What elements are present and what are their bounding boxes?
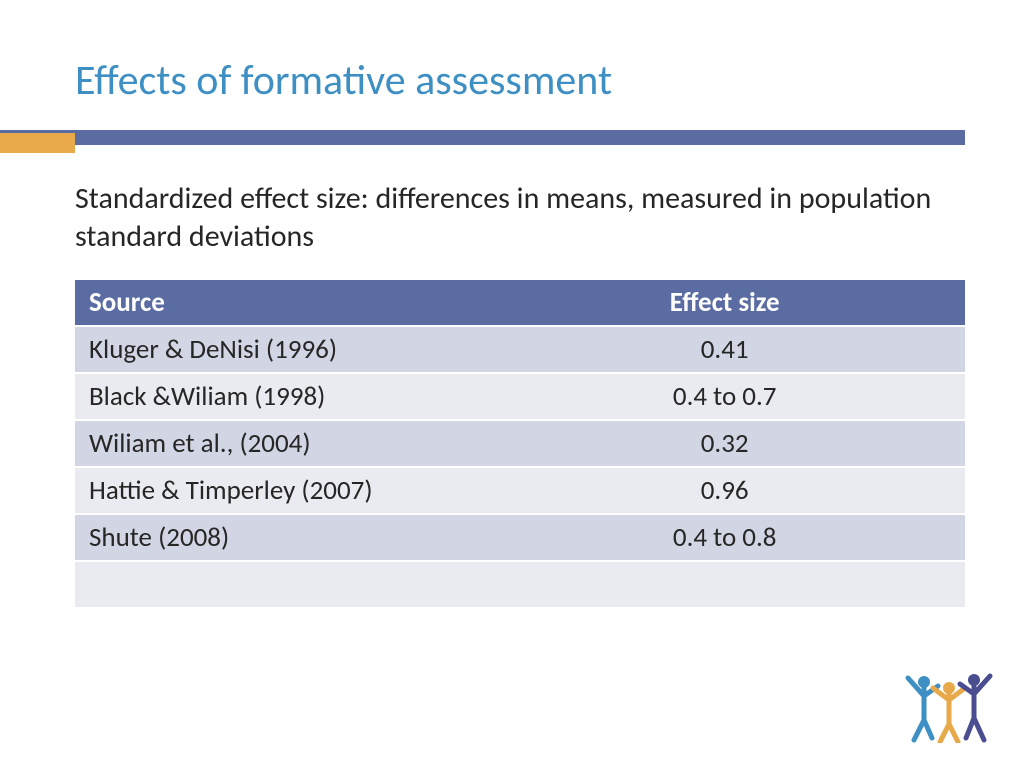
table-row: Shute (2008)0.4 to 0.8 bbox=[75, 514, 965, 561]
title-divider bbox=[0, 130, 965, 145]
table-cell-effect bbox=[484, 561, 965, 607]
table-cell-source bbox=[75, 561, 484, 607]
table-body: Kluger & DeNisi (1996)0.41Black &Wiliam … bbox=[75, 326, 965, 607]
people-logo-icon bbox=[904, 668, 994, 743]
logo-figure-right bbox=[960, 674, 990, 740]
table-header-effect: Effect size bbox=[484, 280, 965, 326]
table-row: Hattie & Timperley (2007)0.96 bbox=[75, 467, 965, 514]
table-cell-source: Wiliam et al., (2004) bbox=[75, 420, 484, 467]
title-divider-accent bbox=[0, 133, 75, 153]
table-row bbox=[75, 561, 965, 607]
table-cell-source: Kluger & DeNisi (1996) bbox=[75, 326, 484, 373]
table-cell-effect: 0.96 bbox=[484, 467, 965, 514]
table-row: Kluger & DeNisi (1996)0.41 bbox=[75, 326, 965, 373]
page-title: Effects of formative assessment bbox=[75, 55, 612, 106]
table-cell-source: Black &Wiliam (1998) bbox=[75, 373, 484, 420]
subtitle-text: Standardized effect size: differences in… bbox=[75, 180, 945, 255]
table-row: Black &Wiliam (1998)0.4 to 0.7 bbox=[75, 373, 965, 420]
table-cell-source: Hattie & Timperley (2007) bbox=[75, 467, 484, 514]
table-header-source: Source bbox=[75, 280, 484, 326]
table-cell-effect: 0.41 bbox=[484, 326, 965, 373]
table-header-row: Source Effect size bbox=[75, 280, 965, 326]
table-cell-effect: 0.4 to 0.7 bbox=[484, 373, 965, 420]
table-cell-effect: 0.4 to 0.8 bbox=[484, 514, 965, 561]
table-cell-effect: 0.32 bbox=[484, 420, 965, 467]
table-cell-source: Shute (2008) bbox=[75, 514, 484, 561]
effects-table: Source Effect size Kluger & DeNisi (1996… bbox=[75, 280, 965, 607]
logo-figure-middle bbox=[933, 682, 965, 742]
table-row: Wiliam et al., (2004)0.32 bbox=[75, 420, 965, 467]
